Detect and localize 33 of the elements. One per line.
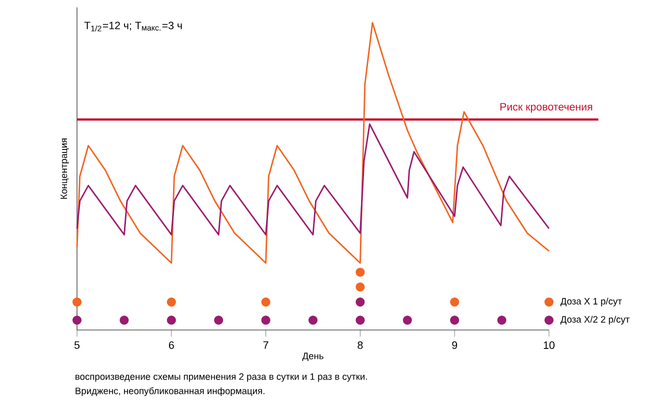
x-tick-label: 6 (168, 341, 174, 349)
point (544, 297, 554, 307)
x-tick-label: 8 (358, 341, 363, 349)
point (450, 297, 460, 307)
ref-line-label: Риск кровотечения (500, 103, 592, 113)
point (356, 268, 365, 277)
point (72, 316, 82, 325)
point (261, 297, 270, 307)
text: воспроизведение схемы применения 2 раза в сутки и 1 раз в сутки. (76, 373, 367, 382)
point (214, 316, 224, 325)
point (450, 316, 460, 325)
text: Вридженс, неопубликованная информация. (76, 387, 264, 396)
point (308, 316, 318, 325)
y-axis-title: Концентрация (60, 138, 69, 199)
point (166, 297, 176, 307)
point (166, 316, 176, 325)
x-tick-label: 7 (263, 341, 268, 349)
x-tick-label: 9 (452, 341, 458, 349)
point (261, 316, 270, 325)
x-tick-label: 10 (544, 341, 555, 349)
series-label: Доза X 1 р/сут (560, 298, 622, 306)
annotation: T$_{1/2}$=12 ч; T$_{макс.}$=3 ч (84, 22, 182, 32)
point (72, 297, 82, 307)
point (402, 316, 412, 325)
x-axis-title: День (302, 352, 324, 362)
point (356, 316, 365, 325)
point (120, 316, 129, 325)
x-tick-label: 5 (74, 341, 80, 349)
series-label: Доза X/2 2 р/сут (560, 316, 630, 325)
point (356, 297, 365, 307)
point (544, 316, 554, 325)
point (497, 316, 506, 325)
point (356, 282, 365, 292)
